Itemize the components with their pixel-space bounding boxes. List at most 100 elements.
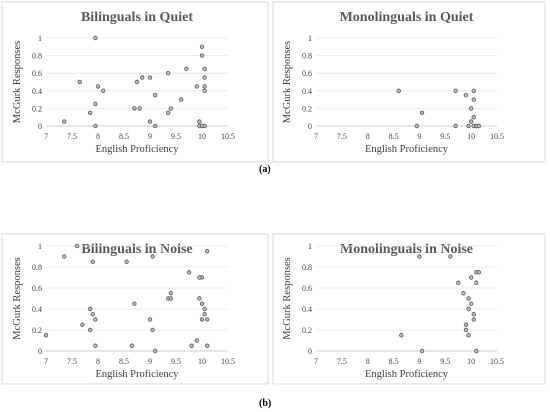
data-point — [197, 296, 202, 301]
x-tick-label: 8 — [96, 132, 100, 141]
data-point — [178, 97, 184, 102]
data-point — [165, 110, 171, 115]
data-point — [199, 53, 205, 58]
y-tick-label: 1 — [38, 242, 42, 251]
y-tick-label: 0.8 — [302, 52, 312, 61]
data-point — [471, 114, 476, 120]
y-tick-label: 0 — [308, 347, 312, 356]
data-point — [474, 280, 479, 285]
data-point — [168, 106, 173, 111]
data-point — [150, 327, 155, 333]
y-tick-label: 0.6 — [302, 284, 312, 293]
data-point — [468, 119, 474, 124]
data-point — [194, 84, 199, 89]
data-point — [419, 348, 425, 354]
data-point — [204, 317, 210, 322]
x-tick-label: 7.5 — [337, 357, 347, 366]
x-tick-label: 10 — [198, 357, 206, 366]
data-point — [87, 110, 93, 115]
chart-title: Bilinguals in Noise — [81, 242, 192, 257]
y-tick-label: 0.8 — [32, 263, 42, 272]
data-point — [463, 92, 469, 98]
data-point — [202, 123, 207, 129]
data-point — [147, 75, 153, 80]
data-point — [471, 312, 476, 317]
y-tick-label: 0 — [38, 122, 42, 131]
data-point — [466, 123, 471, 129]
x-tick-label: 7 — [44, 357, 48, 366]
data-point — [466, 296, 471, 301]
data-point — [474, 348, 479, 354]
x-tick-label: 10 — [198, 132, 206, 141]
chart-title: Monolinguals in Noise — [340, 242, 473, 257]
y-axis-title: McGurk Responses — [12, 41, 23, 124]
x-tick-label: 7 — [314, 132, 318, 141]
data-point — [463, 322, 469, 327]
x-axis-title: English Proficiency — [365, 369, 449, 380]
data-point — [134, 79, 140, 85]
data-point — [396, 88, 401, 93]
x-axis-title: English Proficiency — [95, 144, 179, 155]
data-point — [202, 84, 207, 89]
y-tick-label: 0.4 — [302, 87, 312, 96]
data-point — [93, 35, 98, 41]
data-point — [132, 106, 137, 111]
y-axis-title: McGurk Responses — [282, 257, 293, 340]
panel-label-b: (b) — [259, 398, 271, 409]
data-point — [399, 333, 404, 338]
data-point — [471, 88, 476, 93]
data-point — [463, 327, 469, 333]
y-tick-label: 1 — [308, 242, 312, 251]
data-point — [204, 249, 210, 254]
x-tick-label: 9 — [417, 357, 421, 366]
x-tick-label: 8 — [96, 357, 100, 366]
data-point — [168, 291, 173, 296]
data-point — [199, 44, 205, 49]
y-tick-label: 0.6 — [32, 284, 42, 293]
data-point — [466, 306, 471, 312]
x-tick-label: 8 — [366, 357, 370, 366]
x-tick-label: 10 — [467, 357, 475, 366]
data-point — [152, 123, 158, 129]
y-tick-label: 0.4 — [302, 305, 312, 314]
data-point — [476, 270, 482, 275]
y-tick-label: 1 — [38, 34, 42, 43]
data-point — [197, 275, 202, 280]
y-tick-label: 0.8 — [302, 263, 312, 272]
data-point — [466, 333, 471, 338]
x-tick-label: 9.5 — [440, 357, 450, 366]
y-tick-label: 1 — [308, 34, 312, 43]
data-point — [100, 88, 106, 93]
data-point — [468, 301, 474, 306]
y-tick-label: 0.2 — [302, 326, 312, 335]
data-point — [456, 280, 461, 285]
data-point — [139, 75, 145, 80]
x-tick-label: 9 — [148, 357, 152, 366]
data-point — [93, 101, 98, 107]
y-axis-title: McGurk Responses — [282, 41, 293, 124]
data-point — [61, 119, 67, 124]
x-tick-label: 10.5 — [221, 357, 235, 366]
data-point — [61, 254, 67, 259]
y-tick-label: 0.4 — [32, 87, 42, 96]
data-point — [150, 254, 155, 259]
x-tick-label: 9 — [417, 132, 421, 141]
chart-frame — [272, 1, 546, 163]
data-point — [90, 312, 95, 317]
x-tick-label: 7.5 — [67, 357, 77, 366]
data-point — [168, 296, 173, 301]
x-tick-label: 8 — [366, 132, 370, 141]
chart-title: Bilinguals in Quiet — [81, 10, 193, 25]
data-point — [448, 254, 453, 259]
data-point — [471, 97, 476, 102]
y-axis-title: McGurk Responses — [12, 257, 23, 340]
x-axis-title: English Proficiency — [95, 369, 179, 380]
data-point — [129, 343, 134, 348]
x-tick-label: 7 — [44, 132, 48, 141]
data-point — [93, 317, 98, 322]
data-point — [199, 301, 205, 306]
data-point — [93, 123, 98, 129]
data-point — [202, 75, 207, 80]
panel-label-a: (a) — [259, 164, 271, 175]
